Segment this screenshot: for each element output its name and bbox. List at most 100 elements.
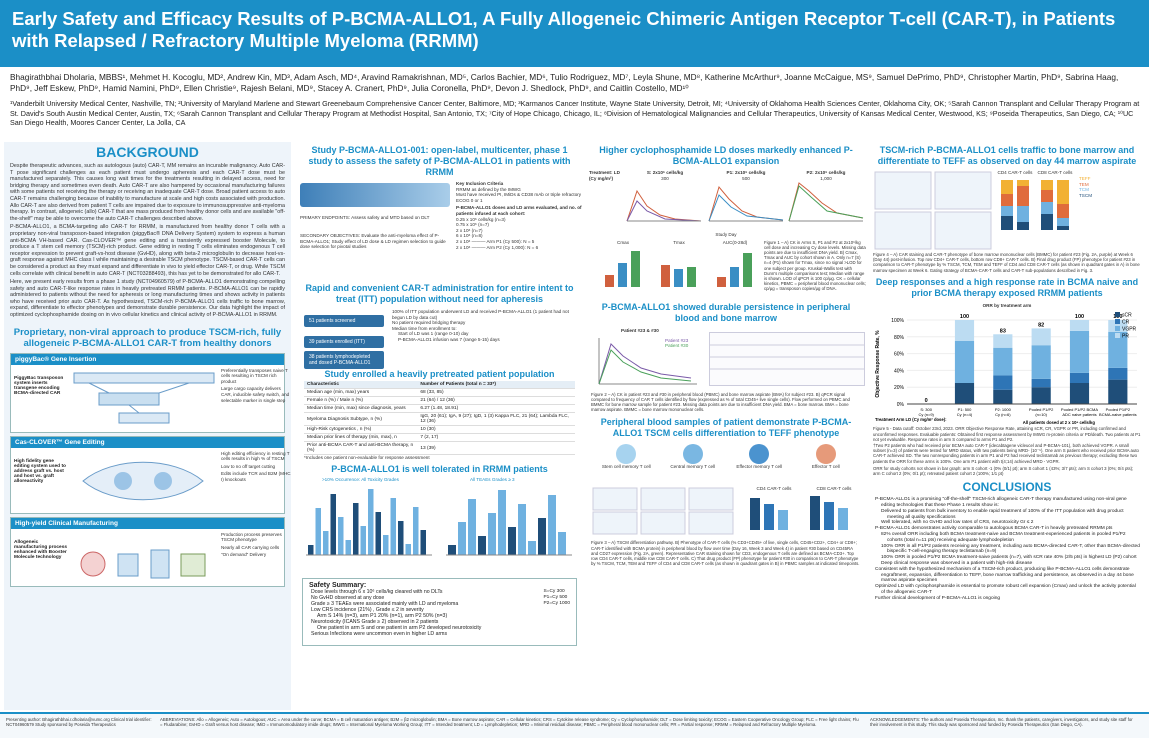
poster-header: Early Safety and Efficacy Results of P-B…: [0, 0, 1149, 67]
study-arm: 2 x 10⁶ ——— Arm P2 (Cy 1,000): N = 6: [456, 244, 539, 250]
traffic-legend: TEFF TEM TCM TSCM: [1079, 176, 1139, 198]
pill-enrolled: 39 patients enrolled (ITT): [304, 336, 384, 348]
tolerated-left-title: >10% Occurrence: All Toxicity Grades: [322, 476, 399, 482]
cy-panel-title: P2: 2x10⁶ cells/kg: [806, 170, 846, 175]
legend-swatch: [1115, 333, 1120, 339]
table-cell-value: 10 (30): [417, 425, 575, 434]
bar-scr: [1108, 380, 1128, 405]
safety-legend: S=Cy 300 P1=Cy 500 P2=Cy 1000: [543, 589, 570, 607]
affiliations: ¹Vanderbilt University Medical Center, N…: [10, 99, 1140, 127]
column-study: Study P-BCMA-ALLO1-001: open-label, mult…: [296, 142, 583, 710]
response-caption: Figure 5 - Data cutoff: October 23rd, 20…: [873, 426, 1141, 442]
tolerated-heading: P-BCMA-ALLO1 is well tolerated in RRMM p…: [331, 463, 548, 474]
bar-total-label: 100: [1075, 314, 1084, 320]
access-panel: 51 patients screened 39 patients enrolle…: [300, 307, 579, 369]
legend-label: VGPR: [1122, 327, 1137, 333]
safety-bullet: One patient in arm S and one patient in …: [317, 625, 482, 632]
conclusion-item: Further clinical development of P-BCMA-A…: [875, 595, 1001, 601]
persistence-chart-title: Patient #23 & #30: [621, 327, 659, 333]
tolerability-bar: [405, 543, 411, 555]
population-note: *Includes one patient non-evaluable for …: [304, 455, 430, 460]
table-header: Characteristic: [304, 381, 418, 389]
x-tick-label: P2: 1000 Cy (n=6): [995, 407, 1012, 417]
stage-label: Effector T cell: [811, 464, 840, 470]
table-row: Median time (min, max) since diagnosis, …: [304, 404, 575, 413]
cy-panel-dose: 500: [742, 175, 750, 181]
bar-total-label: 82: [1038, 323, 1044, 329]
safety-bullet: Low CRS incidence (21%) , Grade ≤ 2 in s…: [311, 606, 424, 613]
cy-curve-p1: [708, 186, 784, 222]
background-p3: Here, we present early results from a ph…: [10, 279, 285, 319]
safety-bullet: Grade ≥ 3 TEAEs were associated mainly w…: [311, 600, 459, 607]
table-row: High-Risk cytogenetics , n (%) 10 (30): [304, 425, 575, 434]
safety-bullet: Dose levels through 6 x 10⁶ cells/kg cle…: [311, 588, 443, 595]
study-arms-heading: P-BCMA-ALLO1 doses and LD arms evaluated…: [456, 205, 582, 216]
tolerability-bar: [420, 529, 426, 555]
tolerability-bar: [413, 506, 419, 555]
tolerability-bar: [360, 525, 366, 555]
pill-screened: 51 patients screened: [304, 315, 384, 327]
tolerability-bar: [323, 530, 329, 555]
traffic-bars: CD4 CAR-T cells CD8 CAR-T cells: [997, 170, 1077, 237]
cy-treatment: Treatment: LD (Cy mg/m²): [589, 170, 620, 181]
bar-cr: [1108, 368, 1128, 381]
orr-chart-title: ORR by treatment arm: [982, 302, 1032, 308]
tolerability-bar: [508, 526, 516, 555]
bar-pr: [954, 320, 975, 342]
tolerability-bar: [498, 489, 506, 555]
tolerability-bar: [315, 507, 321, 555]
table-cell-value: IgG, 20 (61); IgA, 9 (27); IgD, 1 (3) Ka…: [417, 412, 575, 426]
casclover-diagram: [82, 461, 204, 500]
population-table-wrap: Characteristic Number of Patients (total …: [304, 381, 575, 461]
footer-presenting: Presenting author: Bhagirathbhai.r.dhola…: [6, 717, 152, 728]
safety-bullet: Arm S 14% (n=3), arm P1 20% (n=1), arm P…: [317, 612, 448, 619]
traffic-legend-item: TEFF: [1079, 176, 1091, 181]
response-footnote: ORR for study cohorts not shown in bar g…: [873, 465, 1134, 477]
cy-curve-s: [626, 190, 702, 222]
piggybac-diagram: [73, 372, 215, 424]
background-heading: BACKGROUND: [96, 144, 199, 160]
study-criteria: Key Inclusion Criteria RRMM as defined b…: [456, 181, 582, 250]
manufacturing-label: Allogeneic manufacturing process enhance…: [14, 539, 68, 560]
table-row: Median age (min, max) years 68 (33, 85): [304, 388, 575, 397]
access-heading: Rapid and convenient CAR-T administratio…: [305, 283, 574, 304]
tolerability-bar: [518, 503, 526, 555]
column-background: BACKGROUND Despite therapeutic advances,…: [4, 142, 291, 710]
tolerability-bar: [368, 488, 374, 555]
safety-bullet: No GvHD observed at any dose: [311, 594, 385, 601]
response-note: †Two P2 patients who had received prior …: [873, 443, 1139, 464]
bar-pr: [1108, 320, 1128, 333]
bar-scr: [993, 390, 1013, 405]
bar-vgpr: [1108, 332, 1128, 369]
access-bullet: Median time from enrollment to:: [392, 325, 457, 331]
y-tick-label: 40%: [894, 369, 905, 375]
tolerated-charts: >10% Occurrence: All Toxicity Grades All…: [302, 477, 577, 575]
safety-legend-item: P2=Cy 1000: [543, 600, 570, 606]
cy-panels: Treatment: LD (Cy mg/m²) S: 2x10⁶ cells/…: [589, 170, 864, 232]
traffic-caption: Figure 4 – A) CAR staining and CAR-T phe…: [873, 252, 1140, 273]
tolerated-right-chart: [446, 489, 572, 556]
conclusions-list: P-BCMA-ALLO1 is a promising "off-the-she…: [869, 497, 1145, 601]
conclusion-item: P-BCMA-ALLO1 demonstrates activity compa…: [875, 526, 1113, 532]
cy-caption: Figure 1 – A) CK in Arms S, P1 and P2 at…: [764, 239, 866, 292]
safety-legend-item: S=Cy 300: [543, 588, 565, 594]
c-label: CD4 CAR-T cells: [756, 486, 792, 492]
bar-vgpr: [1069, 331, 1090, 374]
bar-scr: [954, 383, 975, 405]
persistence-legend-item: Patient #30: [665, 343, 689, 349]
persistence-panels: Patient #23 & #30 Patient #23 Patient #3…: [591, 327, 865, 392]
x-tick-label: Pooled P1/P2 BCMA ADC naive patients: [1061, 407, 1098, 417]
manufacturing-bullet: Production process preserves TSCM phenot…: [221, 531, 282, 543]
x-tick-label: Pooled P1/P2 (n=10): [1029, 407, 1054, 417]
access-bullet: Start of LD was 1 (range 0-10) day: [398, 331, 469, 337]
y-tick-label: 20%: [894, 386, 905, 392]
cy-panel-s: S: 2x10⁶ cells/kg 300: [625, 170, 705, 228]
conclusion-item: 82% overall ORR including both BCMA trea…: [881, 532, 1126, 543]
traffic-panels: CD4 CAR-T cells CD8 CAR-T cells TEFF TEM…: [873, 170, 1141, 252]
access-bullet: P-BCMA-ALLO1 infusion was 7 (range 5-15)…: [398, 336, 500, 342]
footer-abbrev: ABBREVIATIONS: Allo = Allogeneic; Auto =…: [160, 717, 859, 728]
tolerability-bar: [398, 520, 404, 555]
y-tick-label: 0%: [897, 402, 905, 408]
safety-bullet: Serious Infections were uncommon even in…: [311, 631, 448, 638]
piggybac-bullets: Preferentially transposes naive T cells …: [221, 368, 291, 404]
